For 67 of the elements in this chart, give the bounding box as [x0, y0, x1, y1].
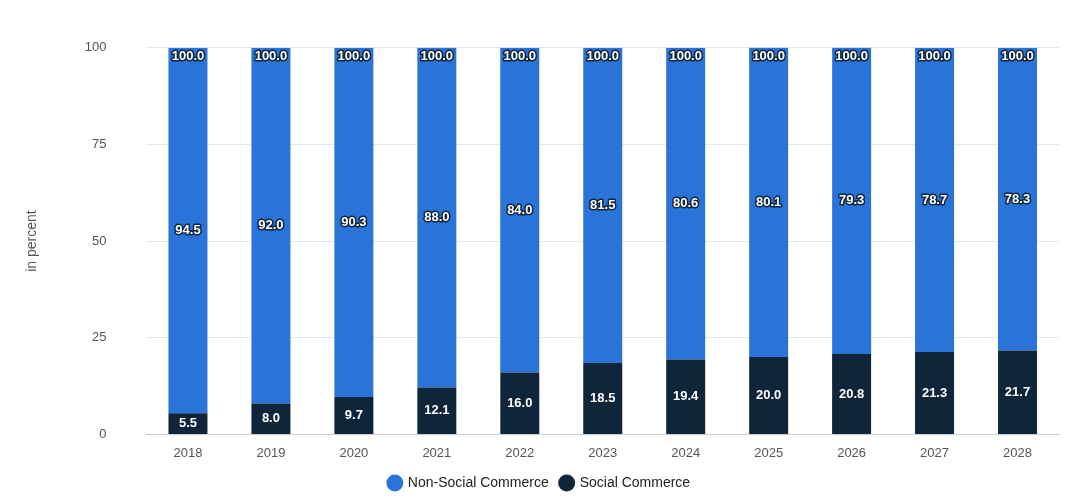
bar	[832, 47, 872, 354]
data-label: 78.7	[921, 191, 948, 207]
data-label: 20.0	[756, 387, 782, 403]
bar	[334, 47, 374, 397]
bar	[915, 47, 955, 353]
x-tick-label: 2022	[505, 444, 535, 460]
data-label: 21.7	[1004, 383, 1031, 399]
data-label: 94.5	[175, 222, 201, 238]
bar	[500, 47, 540, 373]
total-label: 100.0	[171, 48, 205, 64]
data-label: 16.0	[507, 394, 533, 410]
data-label: 80.6	[673, 195, 699, 211]
y-tick-label: 50	[92, 232, 107, 248]
data-label: 88.0	[424, 209, 450, 225]
bar	[915, 352, 955, 434]
data-label: 79.3	[838, 192, 865, 208]
data-label: 90.3	[341, 213, 367, 229]
total-label: 100.0	[752, 47, 785, 63]
x-tick-label: 2019	[256, 444, 286, 460]
total-label: 100.0	[1001, 48, 1034, 64]
bar	[583, 47, 623, 363]
data-label: 78.3	[1004, 190, 1031, 206]
data-label: 12.1	[424, 402, 450, 418]
x-tick-label: 2018	[173, 444, 203, 460]
total-label: 100.0	[503, 48, 537, 64]
bar	[666, 47, 706, 360]
data-label: 81.5	[590, 196, 616, 212]
total-label: 100.0	[337, 48, 371, 64]
total-label: 100.0	[254, 48, 288, 64]
data-label: 92.0	[258, 217, 284, 233]
y-axis-title: in percent	[23, 210, 40, 272]
y-tick-label: 0	[99, 425, 107, 441]
bar	[666, 359, 706, 434]
x-tick-label: 2027	[920, 444, 950, 460]
y-tick-label: 100	[84, 39, 107, 55]
bar	[168, 47, 208, 414]
data-label: 8.0	[261, 410, 280, 426]
data-label: 18.5	[590, 389, 616, 405]
data-label: 84.0	[507, 201, 533, 217]
bar	[832, 353, 872, 434]
x-tick-label: 2028	[1003, 444, 1032, 460]
data-label: 20.8	[838, 385, 865, 401]
x-tick-label: 2021	[422, 444, 452, 460]
total-label: 100.0	[669, 48, 702, 64]
y-tick-label: 75	[92, 136, 107, 152]
bar	[251, 47, 291, 404]
data-label: 21.3	[921, 384, 948, 400]
x-tick-label: 2025	[754, 444, 784, 460]
legend-label: Non-Social Commerce	[407, 473, 549, 490]
total-label: 100.0	[918, 48, 951, 64]
data-label: 5.5	[178, 415, 198, 431]
x-tick-label: 2020	[339, 444, 369, 460]
x-tick-label: 2023	[588, 444, 618, 460]
x-tick-label: 2026	[837, 444, 867, 460]
total-label: 100.0	[420, 47, 454, 63]
total-label: 100.0	[835, 47, 868, 63]
x-tick-label: 2024	[671, 444, 701, 460]
data-label: 9.7	[344, 406, 363, 422]
bar	[998, 47, 1038, 351]
bar	[417, 47, 457, 388]
bar	[749, 47, 789, 358]
data-label: 80.1	[756, 193, 782, 209]
data-label: 19.4	[673, 388, 700, 404]
y-tick-label: 25	[92, 329, 107, 345]
total-label: 100.0	[586, 48, 620, 64]
bar	[998, 350, 1038, 434]
legend-label: Social Commerce	[579, 473, 691, 490]
